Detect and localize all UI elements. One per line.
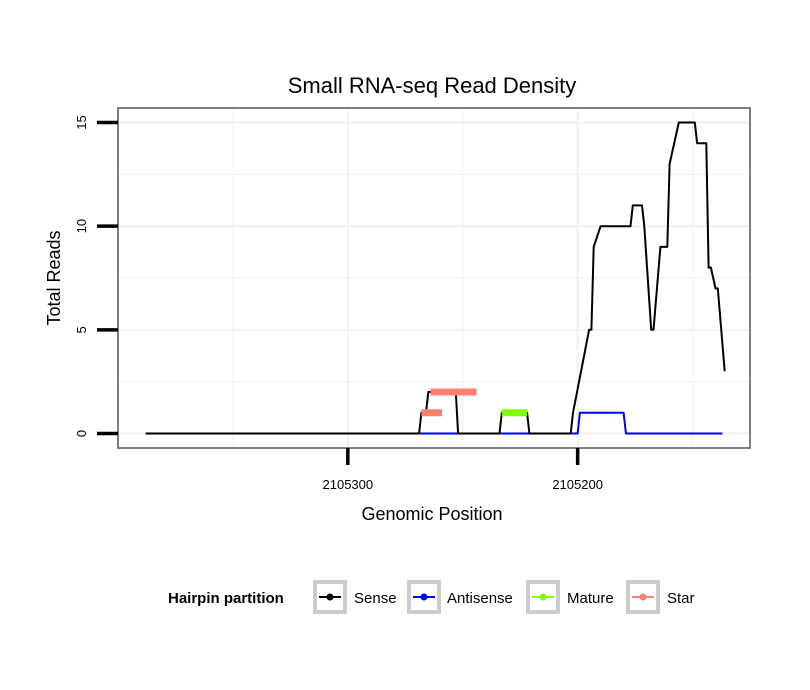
y-tick-label: 15 (74, 115, 89, 129)
x-axis-title: Genomic Position (361, 504, 502, 524)
y-tick-label: 5 (74, 326, 89, 333)
x-tick-label: 2105200 (552, 477, 603, 492)
legend-item-antisense: Antisense (407, 580, 513, 614)
legend-item-mature: Mature (526, 580, 614, 614)
plot-panel (117, 107, 751, 449)
legend-label-mature: Mature (567, 590, 614, 607)
legend-key-point (420, 593, 428, 601)
grid-lines (118, 108, 750, 448)
x-tick-label: 2105300 (323, 477, 374, 492)
legend-key-point (539, 593, 547, 601)
series-layer (145, 121, 726, 435)
chart-title: Small RNA-seq Read Density (288, 73, 577, 98)
panel-border (117, 107, 751, 449)
legend-label-sense: Sense (354, 590, 397, 607)
legend-key-point (326, 593, 334, 601)
y-axis-title: Total Reads (44, 230, 64, 325)
y-tick-label: 10 (74, 219, 89, 233)
legend-item-sense: Sense (313, 580, 397, 614)
legend-label-antisense: Antisense (447, 590, 513, 607)
y-tick-label: 0 (74, 430, 89, 437)
legend-item-star: Star (626, 580, 695, 614)
y-axis: 0 5 10 15 (74, 115, 118, 437)
legend-title: Hairpin partition (168, 590, 284, 607)
x-axis: 2105300 2105200 (323, 448, 603, 492)
series-sense-line (145, 121, 726, 435)
legend: Hairpin partition Sense Antisense Mature… (168, 580, 695, 614)
legend-label-star: Star (667, 590, 695, 607)
legend-key-point (639, 593, 647, 601)
